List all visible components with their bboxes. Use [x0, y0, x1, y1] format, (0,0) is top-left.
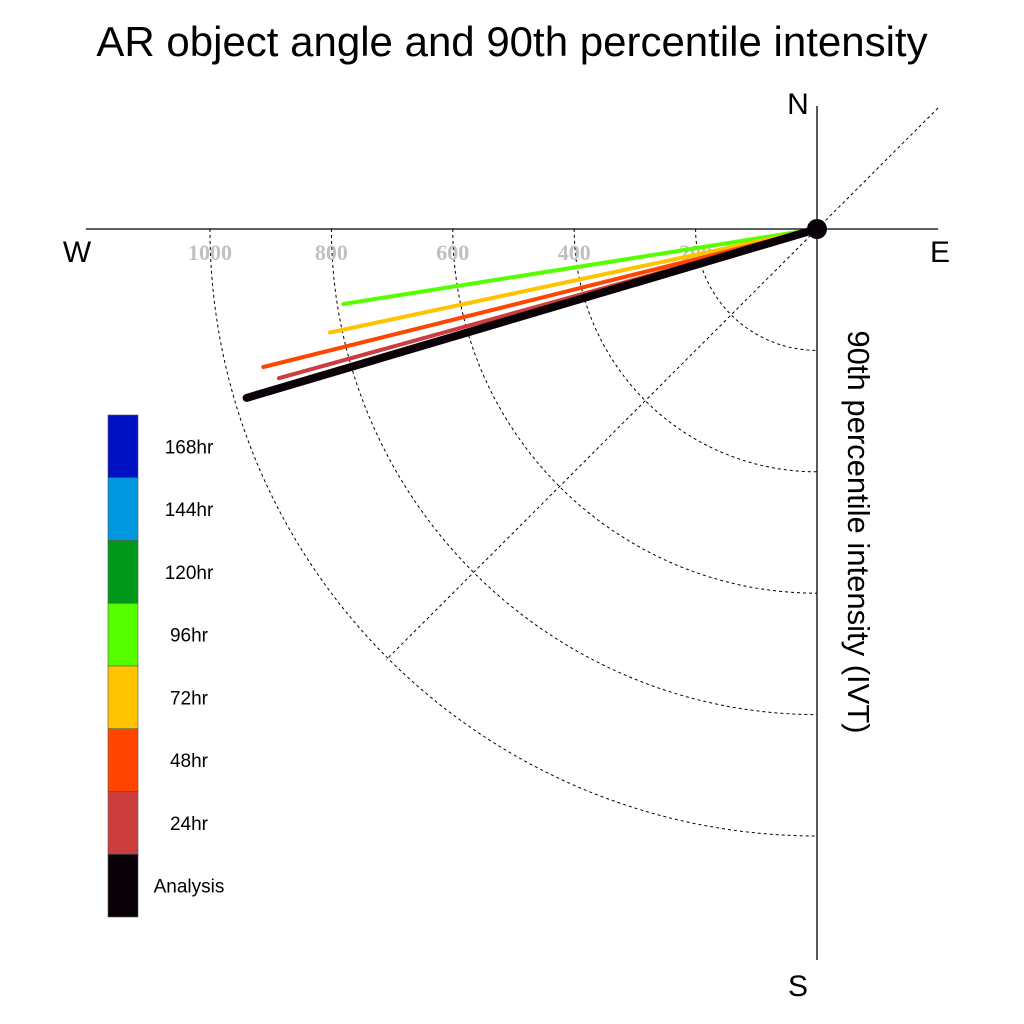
radial-arc-600: [452, 228, 818, 594]
legend-label-analysis: Analysis: [154, 877, 225, 898]
vector-analysis: [242, 225, 821, 402]
diagonal-guide: [385, 107, 939, 661]
legend-swatch-96hr: [107, 602, 139, 667]
legend-swatch-120hr: [107, 540, 139, 604]
legend-swatch-24hr: [107, 791, 139, 855]
north-label: N: [787, 88, 809, 121]
chart-title: AR object angle and 90th percentile inte…: [96, 18, 927, 65]
radial-arc-400: [573, 228, 818, 473]
legend-swatch-168hr: [107, 414, 139, 479]
west-label: W: [63, 236, 92, 269]
legend-label-72hr: 72hr: [170, 688, 209, 709]
origin-point: [807, 219, 827, 239]
legend-swatch-144hr: [107, 477, 139, 541]
radial-arc-1000: [209, 228, 818, 837]
south-label: S: [788, 970, 808, 1003]
legend-label-168hr: 168hr: [165, 437, 214, 458]
legend-label-24hr: 24hr: [170, 814, 209, 835]
vector-96hr: [341, 227, 819, 306]
radial-tick-800: 800: [315, 240, 348, 265]
radial-tick-600: 600: [436, 240, 469, 265]
angle-vectors: [242, 225, 821, 402]
legend-label-48hr: 48hr: [170, 751, 209, 772]
legend-swatch-72hr: [107, 665, 139, 730]
legend-label-120hr: 120hr: [165, 563, 214, 584]
legend-label-96hr: 96hr: [170, 626, 209, 647]
legend-swatch-analysis: [107, 853, 139, 918]
vector-48hr: [261, 227, 819, 369]
radial-arc-800: [330, 228, 818, 716]
y-axis-label: 90th percentile intensity (IVT): [841, 330, 876, 733]
east-label: E: [930, 236, 950, 269]
radial-tick-400: 400: [558, 240, 591, 265]
legend: 168hr 144hr 120hr 96hr 72hr 48hr 24hr Analysis: [107, 414, 225, 918]
legend-swatch-48hr: [107, 728, 139, 792]
legend-label-144hr: 144hr: [165, 500, 214, 521]
vector-72hr: [328, 227, 819, 335]
radial-tick-1000: 1000: [188, 240, 232, 265]
